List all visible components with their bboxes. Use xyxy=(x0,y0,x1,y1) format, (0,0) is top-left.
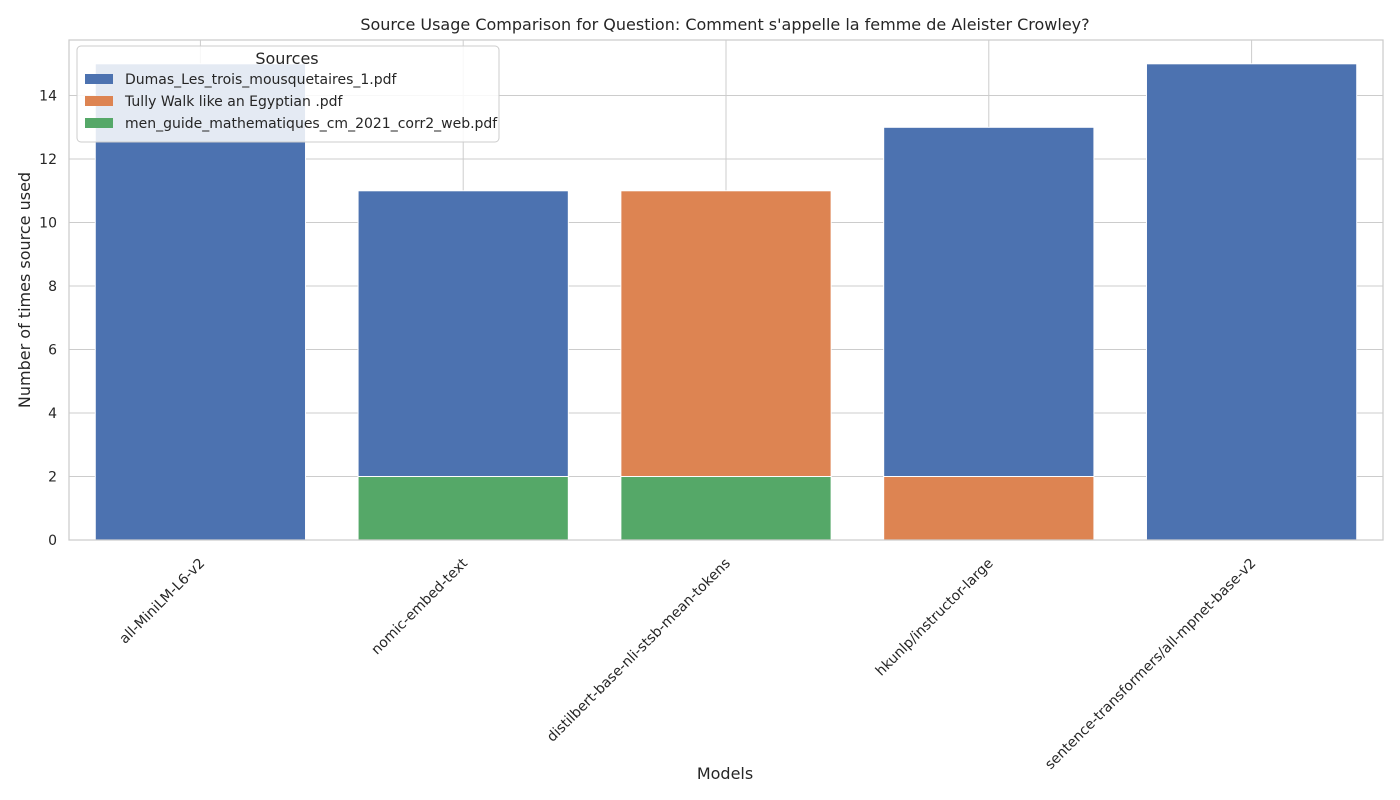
y-tick-label: 4 xyxy=(48,406,57,422)
legend-swatch xyxy=(85,74,113,84)
legend-entry-label: men_guide_mathematiques_cm_2021_corr2_we… xyxy=(125,116,498,132)
chart-title: Source Usage Comparison for Question: Co… xyxy=(360,15,1089,34)
bar-segment xyxy=(1145,63,1358,541)
legend-entry-label: Dumas_Les_trois_mousquetaires_1.pdf xyxy=(125,72,397,88)
y-tick-label: 0 xyxy=(48,533,57,549)
bar-segment xyxy=(357,190,569,478)
bar-segment xyxy=(883,476,1095,541)
y-axis-label: Number of times source used xyxy=(15,172,34,408)
legend: Sources Dumas_Les_trois_mousquetaires_1.p… xyxy=(76,45,500,143)
bar-segment xyxy=(94,63,307,541)
x-tick-label: all-MiniLM-L6-v2 xyxy=(117,556,209,648)
x-tick-label: hkunlp/instructor-large xyxy=(873,556,997,680)
x-tick-label: nomic-embed-text xyxy=(368,555,471,658)
bar-segment xyxy=(620,190,832,478)
y-tick-label: 12 xyxy=(39,152,57,168)
y-tick-label: 10 xyxy=(39,216,57,232)
x-tick-label: distilbert-base-nli-stsb-mean-tokens xyxy=(544,556,734,746)
legend-swatch xyxy=(85,96,113,106)
legend-title: Sources xyxy=(255,49,318,68)
bar-segment xyxy=(357,476,569,541)
legend-swatch xyxy=(85,118,113,128)
y-tick-label: 6 xyxy=(48,343,57,359)
y-tick-label: 2 xyxy=(48,470,57,486)
bar-segment xyxy=(620,476,832,541)
y-tick-label: 8 xyxy=(48,279,57,295)
axes-frame xyxy=(68,39,1384,541)
x-tick-label: sentence-transformers/all-mpnet-base-v2 xyxy=(1042,556,1259,773)
bar-segment xyxy=(883,126,1095,478)
y-tick-label: 14 xyxy=(39,89,57,105)
legend-box xyxy=(76,45,500,143)
x-axis-label: Models xyxy=(697,764,753,783)
legend-entry-label: Tully Walk like an Egyptian .pdf xyxy=(124,94,344,110)
